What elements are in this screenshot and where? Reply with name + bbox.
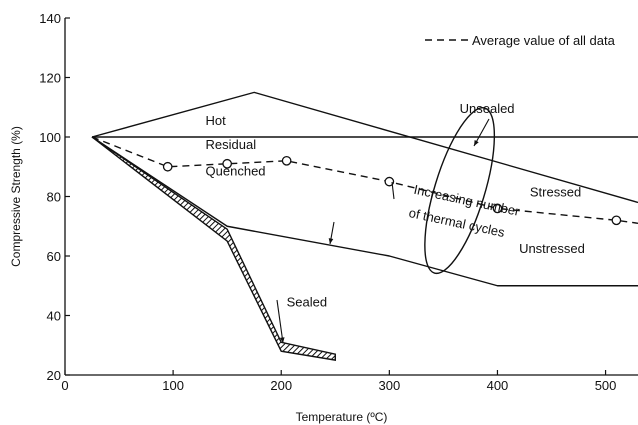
y-tick-label: 120 xyxy=(39,71,61,86)
average-data-point xyxy=(222,158,233,169)
sealed-label: Sealed xyxy=(287,295,327,310)
unstressed-label: Unstressed xyxy=(519,241,585,256)
stressed-label: Stressed xyxy=(530,185,581,200)
average-data-point xyxy=(162,161,173,172)
y-tick-label: 60 xyxy=(47,249,61,264)
x-tick-label: 200 xyxy=(270,378,292,393)
average-data-point xyxy=(384,176,395,187)
x-tick-label: 400 xyxy=(487,378,509,393)
sealed-arrow-head xyxy=(279,337,285,343)
hot-line xyxy=(91,91,638,204)
x-tick-label: 500 xyxy=(595,378,617,393)
y-tick-label: 80 xyxy=(47,190,61,205)
cycles-leader xyxy=(391,181,395,200)
y-tick-label: 100 xyxy=(39,130,61,145)
hot-label: Hot xyxy=(206,113,227,128)
quenched-label: Quenched xyxy=(206,164,266,179)
average-data-point xyxy=(492,203,503,214)
x-axis-title: Temperature (ºC) xyxy=(296,410,388,424)
unsealed-ellipse xyxy=(424,107,496,275)
sealed-band xyxy=(91,136,336,361)
residual-label: Residual xyxy=(206,137,257,152)
y-tick-label: 20 xyxy=(47,368,61,383)
sealed-arrow xyxy=(276,299,284,344)
unsealed-arrow-head xyxy=(474,140,479,146)
average-data-point xyxy=(281,155,292,166)
average-data-point xyxy=(611,215,622,226)
unsealed-label: Unsealed xyxy=(460,101,515,116)
x-tick-label: 300 xyxy=(378,378,400,393)
x-tick-label: 0 xyxy=(61,378,68,393)
x-tick-label: 100 xyxy=(162,378,184,393)
unstressed-line xyxy=(91,136,638,287)
y-tick-label: 140 xyxy=(39,11,61,26)
y-tick-label: 40 xyxy=(47,309,61,324)
y-axis-title: Compressive Strength (%) xyxy=(9,126,23,267)
average-value-of-all-data-line xyxy=(91,136,638,224)
cycles-arrow-head xyxy=(328,238,334,244)
legend-label: Average value of all data xyxy=(472,33,616,48)
